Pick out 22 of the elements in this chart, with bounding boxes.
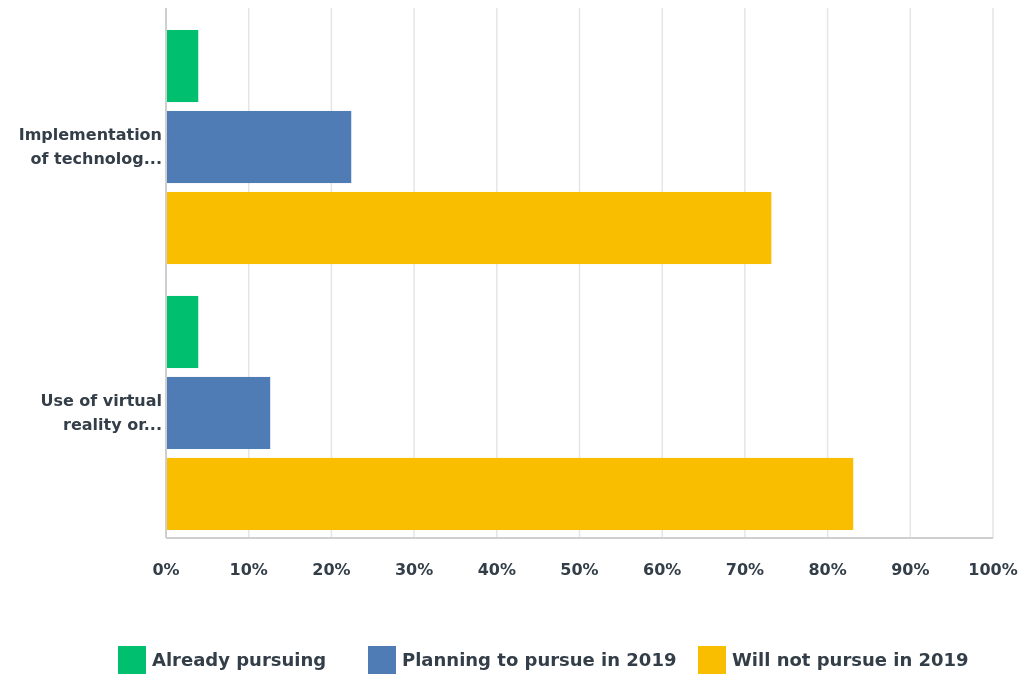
x-tick-label: 90%: [891, 560, 930, 579]
x-tick-label: 50%: [560, 560, 599, 579]
legend-label: Will not pursue in 2019: [732, 649, 969, 670]
x-tick-label: 40%: [477, 560, 516, 579]
x-tick-label: 20%: [312, 560, 351, 579]
bar: [166, 110, 352, 184]
y-tick-label: Use of virtual reality or...: [40, 390, 162, 434]
x-tick-label: 30%: [394, 560, 434, 579]
x-tick-label: 0%: [152, 560, 180, 579]
x-tick-label: 60%: [643, 560, 682, 579]
bar: [166, 191, 772, 265]
y-tick-label: Implementation of technolog...: [18, 125, 162, 169]
bar: [166, 457, 854, 531]
x-tick-label: 80%: [808, 560, 847, 579]
bar: [166, 29, 199, 103]
legend-label: Already pursuing: [152, 649, 327, 670]
x-tick-label: 10%: [229, 560, 268, 579]
bar: [166, 376, 271, 450]
legend-label: Planning to pursue in 2019: [402, 649, 677, 670]
bar: [166, 295, 199, 369]
x-tick-label: 70%: [725, 560, 765, 579]
x-tick-label: 100%: [968, 560, 1018, 579]
